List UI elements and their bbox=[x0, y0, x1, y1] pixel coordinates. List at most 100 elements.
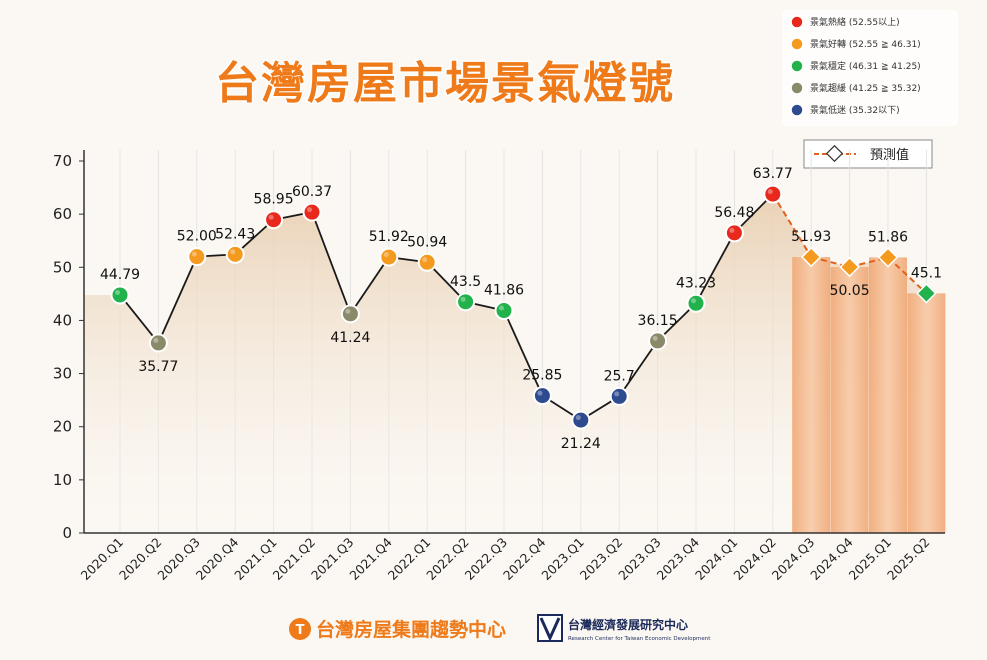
data-point bbox=[686, 293, 706, 313]
data-label: 41.24 bbox=[330, 330, 370, 346]
data-label: 43.23 bbox=[676, 275, 716, 291]
data-label: 25.85 bbox=[522, 368, 562, 384]
legend-marker bbox=[790, 59, 804, 73]
data-point bbox=[571, 410, 591, 430]
line-segment bbox=[695, 232, 736, 304]
data-label: 35.77 bbox=[138, 359, 178, 375]
forecast-bar bbox=[869, 257, 907, 533]
legend-item-label: 景氣好轉 (52.55 ≧ 46.31) bbox=[810, 38, 921, 50]
data-label: 44.79 bbox=[100, 267, 140, 283]
data-label: 45.1 bbox=[911, 265, 942, 281]
data-point bbox=[648, 331, 668, 351]
data-label: 25.7 bbox=[604, 368, 635, 384]
data-label: 50.94 bbox=[407, 234, 447, 250]
footer-right-text: 台灣經濟發展研究中心 bbox=[568, 617, 688, 632]
data-label: 60.37 bbox=[292, 184, 332, 200]
data-label: 63.77 bbox=[753, 166, 793, 182]
y-tick-label: 0 bbox=[62, 524, 72, 542]
footer-left-logo: T 台灣房屋集團趨勢中心 bbox=[289, 618, 506, 641]
data-point-forecast bbox=[800, 246, 822, 268]
forecast-bars bbox=[792, 257, 946, 533]
data-point bbox=[340, 304, 360, 324]
data-point-forecast bbox=[916, 283, 937, 304]
forecast-legend-diamond bbox=[825, 144, 844, 163]
data-label: 52.00 bbox=[177, 229, 217, 245]
y-tick-label: 70 bbox=[53, 152, 72, 170]
line-segment bbox=[349, 256, 390, 315]
footer: T 台灣房屋集團趨勢中心 台灣經濟發展研究中心 Research Center … bbox=[289, 614, 711, 642]
forecast-bar bbox=[907, 293, 946, 533]
y-tick-label: 50 bbox=[53, 258, 72, 276]
line-segment bbox=[618, 340, 659, 397]
area-fill bbox=[84, 194, 927, 533]
forecast-bar bbox=[830, 267, 869, 533]
y-tick-label: 20 bbox=[53, 418, 72, 436]
legend-marker bbox=[790, 37, 804, 51]
data-point bbox=[763, 184, 783, 204]
data-point bbox=[417, 252, 437, 272]
data-point bbox=[456, 292, 476, 312]
legend-item-label: 景氣低迷 (35.32以下) bbox=[810, 104, 900, 116]
data-label: 56.48 bbox=[714, 205, 754, 221]
line-segment bbox=[157, 256, 198, 344]
footer-left-text: 台灣房屋集團趨勢中心 bbox=[316, 618, 506, 641]
x-ticks: 2020.Q12020.Q22020.Q32020.Q42021.Q12021.… bbox=[78, 534, 933, 583]
footer-right-subtext: Research Center for Taiwan Economic Deve… bbox=[568, 636, 711, 642]
legend-items: 景氣熱絡 (52.55以上) 景氣好轉 (52.55 ≧ 46.31) 景氣穩定 (… bbox=[790, 15, 921, 117]
data-point bbox=[187, 247, 207, 267]
x-tick-label: 2025.Q2 bbox=[884, 535, 932, 583]
forecast-line-segment bbox=[771, 193, 813, 258]
footer-right-logo: 台灣經濟發展研究中心 Research Center for Taiwan Ec… bbox=[537, 614, 711, 642]
y-tick-label: 10 bbox=[53, 471, 72, 489]
data-label: 51.93 bbox=[791, 229, 831, 245]
line-segment bbox=[119, 294, 160, 344]
y-tick-label: 30 bbox=[53, 365, 72, 383]
area-path bbox=[84, 194, 927, 533]
line-segment bbox=[503, 310, 544, 396]
legend-background bbox=[782, 10, 958, 126]
data-label: 21.24 bbox=[561, 436, 601, 452]
data-point bbox=[494, 301, 514, 321]
data-point-forecast bbox=[877, 247, 899, 268]
data-label: 52.43 bbox=[215, 226, 255, 242]
data-label: 58.95 bbox=[254, 192, 294, 208]
data-label: 51.86 bbox=[868, 229, 908, 245]
data-point bbox=[302, 202, 322, 222]
y-tick-label: 40 bbox=[53, 311, 72, 329]
data-point bbox=[225, 244, 245, 264]
forecast-bar bbox=[792, 257, 831, 533]
legend-marker bbox=[790, 81, 804, 95]
forecast-legend-label: 預測值 bbox=[870, 147, 909, 163]
line-segment bbox=[311, 211, 352, 315]
company-logo-icon bbox=[289, 618, 311, 640]
data-point bbox=[264, 210, 284, 230]
data-point bbox=[379, 247, 399, 267]
data-label: 51.92 bbox=[369, 229, 409, 245]
data-point bbox=[110, 285, 130, 305]
legend-item-label: 景氣穩定 (46.31 ≧ 41.25) bbox=[810, 60, 921, 72]
data-label: 43.5 bbox=[450, 274, 481, 290]
axes bbox=[79, 150, 945, 534]
legend-marker bbox=[790, 103, 804, 117]
legend-marker bbox=[790, 15, 804, 29]
legend: 景氣熱絡 (52.55以上) 景氣好轉 (52.55 ≧ 46.31) 景氣穩定 (… bbox=[782, 10, 958, 126]
data-point bbox=[532, 386, 552, 406]
y-tick-label: 60 bbox=[53, 205, 72, 223]
svg-text:T: T bbox=[296, 623, 305, 638]
data-label: 36.15 bbox=[638, 313, 678, 329]
forecast-line-segment bbox=[887, 256, 928, 295]
chart-title: 台灣房屋市場景氣燈號 bbox=[215, 58, 675, 109]
data-point bbox=[609, 386, 629, 406]
data-point bbox=[148, 333, 168, 353]
data-label: 50.05 bbox=[830, 283, 870, 299]
data-point bbox=[724, 223, 744, 243]
y-ticks: 0 10 20 30 40 50 60 70 bbox=[53, 152, 72, 542]
legend-item-label: 景氣趨緩 (41.25 ≧ 35.32) bbox=[810, 82, 921, 94]
forecast-legend: 預測值 bbox=[803, 139, 933, 169]
data-point-forecast bbox=[839, 256, 860, 278]
data-label: 41.86 bbox=[484, 283, 524, 299]
markers bbox=[110, 184, 937, 430]
legend-item-label: 景氣熱絡 (52.55以上) bbox=[810, 16, 900, 28]
